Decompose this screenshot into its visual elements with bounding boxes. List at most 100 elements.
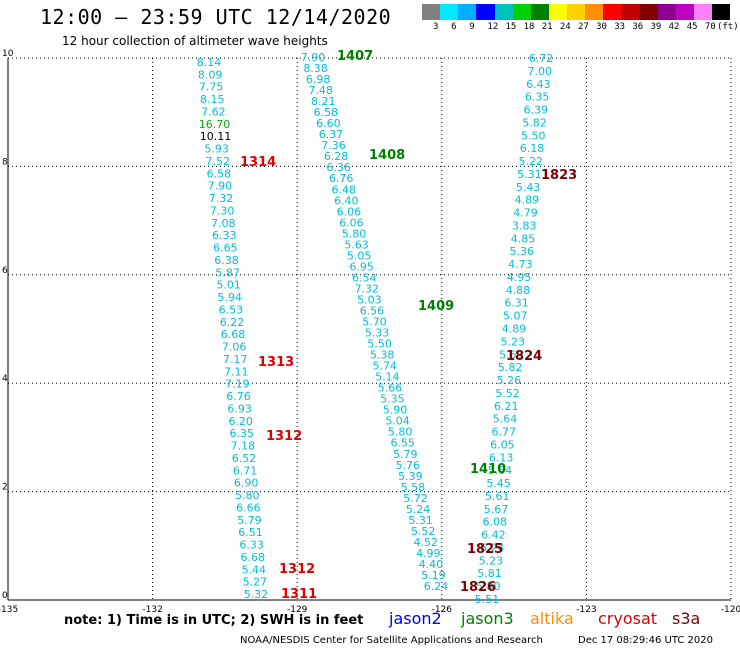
y-tick-label: 0: [2, 591, 8, 601]
wave-height-value: 6.40: [334, 194, 359, 207]
wave-height-value: 6.33: [239, 539, 264, 552]
wave-height-value: 6.18: [520, 142, 545, 155]
wave-height-value: 5.64: [488, 464, 513, 477]
wave-height-value: 5.69: [499, 348, 524, 361]
wave-height-value: 6.33: [212, 229, 237, 242]
legend-swatch: [512, 4, 531, 20]
legend-label: 15: [505, 22, 517, 32]
pass-label: 1408: [369, 148, 405, 163]
wave-height-value: 5.82: [522, 116, 547, 129]
wave-height-value: 4.99: [416, 547, 441, 560]
wave-height-value: 5.23: [500, 335, 525, 348]
wave-height-value: 6.08: [482, 516, 507, 529]
color-legend: 3 6 9 12 15 18 21 24 27 30 33 36 39 42 45 70 (ft): [422, 4, 739, 36]
legend-labels: 3 6 9 12 15 18 21 24 27 30 33 36 39 42 45 70 (ft): [422, 20, 739, 34]
wave-height-value: 5.61: [485, 490, 510, 503]
legend-swatch: [712, 4, 731, 20]
legend-label: 9: [469, 22, 475, 32]
legend-label: 30: [596, 22, 607, 32]
x-tick-label: -135: [0, 605, 18, 615]
wave-height-value: 4.79: [513, 207, 538, 220]
wave-height-value: 5.82: [498, 361, 523, 374]
pass-label: 1312: [279, 562, 315, 577]
wave-height-value: 5.76: [396, 459, 421, 472]
wave-height-value: 4.89: [515, 194, 540, 207]
wave-height-value: 6.76: [329, 172, 354, 185]
wave-height-value: 7.19: [225, 378, 250, 391]
wave-height-value: 5.90: [383, 404, 408, 417]
wave-height-value: 5.50: [521, 129, 546, 142]
wave-height-value: 6.06: [337, 205, 362, 218]
pass-label: 1311: [281, 587, 317, 602]
legend-swatch: [567, 4, 586, 20]
wave-height-value: 5.33: [365, 327, 390, 340]
wave-height-value: 5.80: [342, 227, 367, 240]
wave-height-value: 5.23: [479, 554, 504, 567]
timestamp: Dec 17 08:29:46 UTC 2020: [578, 635, 713, 646]
wave-height-value: 7.08: [211, 217, 236, 230]
wave-height-value: 6.98: [306, 73, 331, 86]
wave-height-value: 5.87: [215, 266, 240, 279]
wave-height-value: 6.06: [339, 216, 364, 229]
y-tick-label: 2: [2, 483, 8, 493]
wave-height-value: 7.06: [222, 341, 247, 354]
wave-height-value: 5.07: [503, 310, 528, 323]
legend-swatch: [675, 4, 694, 20]
legend-label: 3: [433, 22, 439, 32]
pass-label: 1410: [470, 462, 506, 477]
wave-height-value: 5.43: [516, 181, 541, 194]
wave-height-value: 5.79: [237, 514, 262, 527]
page-title: 12:00 — 23:59 UTC 12/14/2020: [40, 5, 392, 29]
legend-swatch: [639, 4, 658, 20]
wave-height-value: 5.67: [484, 503, 509, 516]
wave-height-value: 6.60: [316, 117, 341, 130]
wave-height-value: 6.22: [220, 316, 245, 329]
x-tick-label: -123: [576, 605, 596, 615]
legend-label: 18: [523, 22, 535, 32]
wave-height-value: 5.31: [408, 514, 433, 527]
wave-height-value: 6.56: [360, 304, 385, 317]
wave-height-value: 6.54: [352, 271, 377, 284]
wave-height-value: 4.88: [506, 284, 531, 297]
pass-label: 1409: [418, 299, 454, 314]
wave-height-value: 5.51: [475, 593, 500, 606]
wave-height-value: 4.40: [419, 558, 444, 571]
legend-label: (ft): [716, 22, 739, 32]
wave-height-value: 4.95: [507, 271, 532, 284]
wave-height-value: 6.21: [494, 400, 519, 413]
wave-height-value: 6.66: [236, 501, 261, 514]
wave-height-value: 8.15: [200, 93, 225, 106]
satellite-label-s3a: s3a: [672, 609, 701, 628]
wave-height-value: 6.38: [214, 254, 239, 267]
wave-height-value: 6.58: [314, 106, 339, 119]
satellite-label-altika: altika: [530, 609, 574, 628]
legend-swatch: [476, 4, 495, 20]
wave-height-value: 8.21: [311, 95, 336, 108]
wave-height-value: 8.14: [197, 56, 222, 69]
wave-height-value: 5.81: [477, 567, 502, 580]
wave-height-value: 5.35: [380, 393, 405, 406]
wave-height-value: 6.72: [529, 52, 554, 65]
wave-height-value: 6.31: [504, 297, 529, 310]
legend-swatch: [440, 4, 459, 20]
wave-height-value: 5.26: [497, 374, 522, 387]
pass-label: 1825: [467, 542, 503, 557]
wave-height-value: 5.80: [388, 426, 413, 439]
footer-note: note: 1) Time is in UTC; 2) SWH is in fe…: [64, 613, 364, 628]
legend-swatch: [657, 4, 676, 20]
wave-height-value: 7.32: [209, 192, 234, 205]
pass-label: 1823: [541, 168, 577, 183]
legend-swatch: [548, 4, 567, 20]
wave-height-value: 5.74: [373, 360, 398, 373]
satellite-label-jason2: jason2: [389, 609, 442, 628]
x-tick-label: -132: [142, 605, 162, 615]
x-tick-label: -120: [721, 605, 740, 615]
wave-height-value: 5.36: [509, 245, 534, 258]
wave-height-value: 6.48: [332, 183, 357, 196]
wave-height-value: 5.72: [403, 492, 428, 505]
wave-height-value: 6.20: [228, 415, 253, 428]
wave-height-value: 6.39: [524, 104, 549, 117]
wave-height-value: 5.64: [493, 413, 518, 426]
legend-label: 12: [487, 22, 499, 32]
